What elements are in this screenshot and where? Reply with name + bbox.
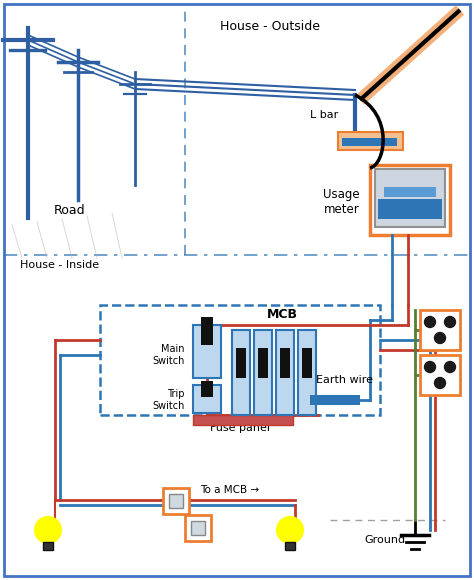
FancyBboxPatch shape <box>420 355 460 395</box>
FancyBboxPatch shape <box>375 169 445 227</box>
Circle shape <box>277 517 303 543</box>
FancyBboxPatch shape <box>420 310 460 350</box>
Circle shape <box>35 517 61 543</box>
FancyBboxPatch shape <box>100 305 380 415</box>
Text: Trip
Switch: Trip Switch <box>153 389 185 411</box>
FancyBboxPatch shape <box>4 4 470 576</box>
Text: Ground: Ground <box>365 535 406 545</box>
FancyBboxPatch shape <box>384 187 436 197</box>
Text: Road: Road <box>54 204 86 216</box>
Text: House - Inside: House - Inside <box>20 260 100 270</box>
Text: L bar: L bar <box>310 110 338 120</box>
FancyBboxPatch shape <box>310 395 360 405</box>
FancyBboxPatch shape <box>169 494 183 508</box>
FancyBboxPatch shape <box>342 138 397 146</box>
Text: House - Outside: House - Outside <box>220 20 320 33</box>
FancyBboxPatch shape <box>254 330 272 415</box>
Circle shape <box>445 361 456 372</box>
FancyBboxPatch shape <box>258 348 268 378</box>
FancyBboxPatch shape <box>285 542 295 550</box>
FancyBboxPatch shape <box>193 385 221 413</box>
FancyBboxPatch shape <box>338 132 403 150</box>
FancyBboxPatch shape <box>280 348 290 378</box>
FancyBboxPatch shape <box>201 381 213 397</box>
FancyBboxPatch shape <box>43 542 53 550</box>
FancyBboxPatch shape <box>193 325 221 378</box>
FancyBboxPatch shape <box>191 521 205 535</box>
FancyBboxPatch shape <box>276 330 294 415</box>
FancyBboxPatch shape <box>298 330 316 415</box>
FancyBboxPatch shape <box>236 348 246 378</box>
Text: Earth wire: Earth wire <box>317 375 374 385</box>
FancyBboxPatch shape <box>201 317 213 345</box>
Text: To a MCB →: To a MCB → <box>200 485 259 495</box>
FancyBboxPatch shape <box>193 415 293 425</box>
Circle shape <box>445 317 456 328</box>
FancyBboxPatch shape <box>370 165 450 235</box>
FancyBboxPatch shape <box>232 330 250 415</box>
Text: Main
Switch: Main Switch <box>153 344 185 366</box>
FancyBboxPatch shape <box>163 488 189 514</box>
FancyBboxPatch shape <box>378 199 442 219</box>
Circle shape <box>435 378 446 389</box>
FancyBboxPatch shape <box>185 515 211 541</box>
Text: Fuse panel: Fuse panel <box>210 423 270 433</box>
Circle shape <box>425 361 436 372</box>
Circle shape <box>435 332 446 343</box>
FancyBboxPatch shape <box>302 348 312 378</box>
Text: MCB: MCB <box>266 309 298 321</box>
Circle shape <box>425 317 436 328</box>
Text: Usage
meter: Usage meter <box>323 188 360 216</box>
